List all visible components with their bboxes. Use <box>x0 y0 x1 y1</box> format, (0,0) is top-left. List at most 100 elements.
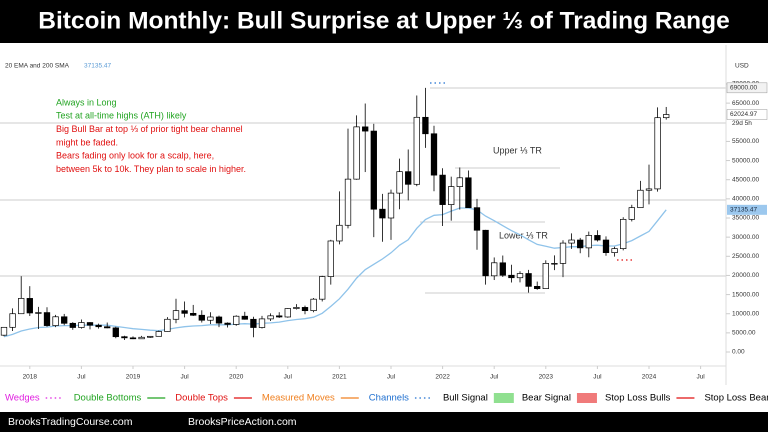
x-tick-label: 2018 <box>23 374 38 381</box>
y-tick-label: 5000.00 <box>732 330 756 337</box>
x-tick-label: Jul <box>284 374 293 381</box>
candle-body <box>405 171 412 185</box>
candle-body <box>637 189 644 209</box>
note: might be faded. <box>56 137 118 147</box>
candle-body <box>172 310 180 320</box>
candle-body <box>645 188 653 191</box>
candle-body <box>319 276 326 300</box>
candle-body <box>663 114 670 119</box>
x-tick-label: 2021 <box>332 374 347 381</box>
note: Test at all-time highs (ATH) likely <box>56 111 187 121</box>
candle-body <box>138 336 145 340</box>
ema-line <box>3 207 667 338</box>
price-label: 69000.00 <box>730 85 757 92</box>
candle-body <box>250 318 257 328</box>
candle-body <box>233 315 240 325</box>
candle-body <box>387 192 395 219</box>
x-tick-label: 2024 <box>642 374 657 381</box>
countdown: 29d 5h <box>732 120 752 127</box>
candle-body <box>267 315 274 320</box>
candle-body <box>190 312 197 316</box>
candle-body <box>284 308 291 318</box>
candle-body <box>379 208 386 219</box>
upper-label: Upper ⅓ TR <box>493 145 542 155</box>
legend-label: Stop Loss Bears <box>704 393 768 404</box>
candle-body <box>164 318 171 332</box>
y-tick-label: 65000.00 <box>732 100 759 107</box>
note: Always in Long <box>56 97 117 107</box>
candle-body <box>276 315 283 318</box>
candle-body <box>362 126 369 132</box>
legend-label: Stop Loss Bulls <box>605 393 671 404</box>
candle-body <box>18 298 25 315</box>
candle-body <box>198 314 205 321</box>
y-tick-label: 50000.00 <box>732 157 759 164</box>
candle-body <box>224 322 231 325</box>
candle-body <box>344 178 352 226</box>
y-tick-label: 0.00 <box>732 349 745 356</box>
legend-label: Wedges <box>5 393 40 404</box>
last-price-box <box>726 109 768 120</box>
x-tick-label: Jul <box>180 374 189 381</box>
candle-body <box>456 177 463 187</box>
candle-body <box>499 262 506 276</box>
x-tick-label: Jul <box>593 374 602 381</box>
x-tick-label: 2019 <box>126 374 141 381</box>
legend-label: Double Tops <box>175 393 228 404</box>
ema-price: 37135.47 <box>730 207 757 214</box>
candle-body <box>35 312 42 314</box>
candle-body <box>448 186 455 205</box>
legend-label: Bull Signal <box>443 393 488 404</box>
y-tick-label: 15000.00 <box>732 291 759 298</box>
candle-body <box>585 235 592 249</box>
indicator-label: 20 EMA and 200 SMA <box>5 63 70 70</box>
candle-body <box>353 126 360 180</box>
legend-label: Double Bottoms <box>74 393 142 404</box>
candle-body <box>112 327 119 338</box>
y-tick-label: 35000.00 <box>732 215 759 222</box>
candle-body <box>654 117 661 190</box>
candle-body <box>422 116 429 135</box>
candle-body <box>559 242 567 264</box>
x-tick-label: Jul <box>387 374 396 381</box>
candle-body <box>534 285 541 289</box>
note: between 5k to 10k. They plan to scale in… <box>56 164 246 174</box>
indicator-value: 37135.47 <box>84 63 111 70</box>
footer-left: BrooksTradingCourse.com <box>8 416 133 428</box>
y-tick-label: 55000.00 <box>732 138 759 145</box>
candle-body <box>43 312 51 326</box>
legend-label: Channels <box>369 393 409 404</box>
x-tick-label: Jul <box>77 374 86 381</box>
x-tick-label: 2020 <box>229 374 244 381</box>
candle-body <box>78 322 85 328</box>
candle-body <box>147 335 154 338</box>
candle-body <box>61 316 68 324</box>
note: Big Bull Bar at top ⅓ of prior tight bea… <box>56 124 243 134</box>
candle-body <box>155 331 162 337</box>
candle-body <box>465 177 472 209</box>
ema-price-box <box>727 204 767 215</box>
candle-body <box>215 316 223 324</box>
x-tick-label: 2023 <box>539 374 554 381</box>
footer-right: BrooksPriceAction.com <box>188 416 297 428</box>
candle-body <box>86 322 94 326</box>
candle-body <box>620 218 627 249</box>
candle-body <box>602 239 610 254</box>
candle-body <box>293 307 300 309</box>
x-tick-label: Jul <box>696 374 705 381</box>
candle-body <box>26 298 33 314</box>
candle-body <box>430 133 438 176</box>
legend-bar <box>0 388 768 410</box>
y-tick-label: 25000.00 <box>732 253 759 260</box>
candle-body <box>473 207 481 231</box>
candle-body <box>482 229 489 277</box>
candle-body <box>301 307 309 312</box>
candle-body <box>594 235 601 241</box>
candle-body <box>258 318 266 328</box>
legend-label: Bear Signal <box>522 393 571 404</box>
title: Bitcoin Monthly: Bull Surprise at Upper … <box>38 7 730 34</box>
candle-body <box>542 263 549 289</box>
